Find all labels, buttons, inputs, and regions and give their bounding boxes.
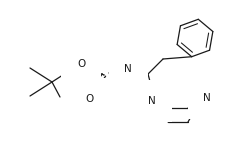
Text: H: H [128, 56, 134, 65]
Text: N: N [203, 93, 211, 103]
Text: N: N [148, 96, 156, 106]
Text: O: O [77, 59, 85, 69]
Text: N: N [124, 64, 132, 74]
Text: O: O [85, 94, 93, 104]
